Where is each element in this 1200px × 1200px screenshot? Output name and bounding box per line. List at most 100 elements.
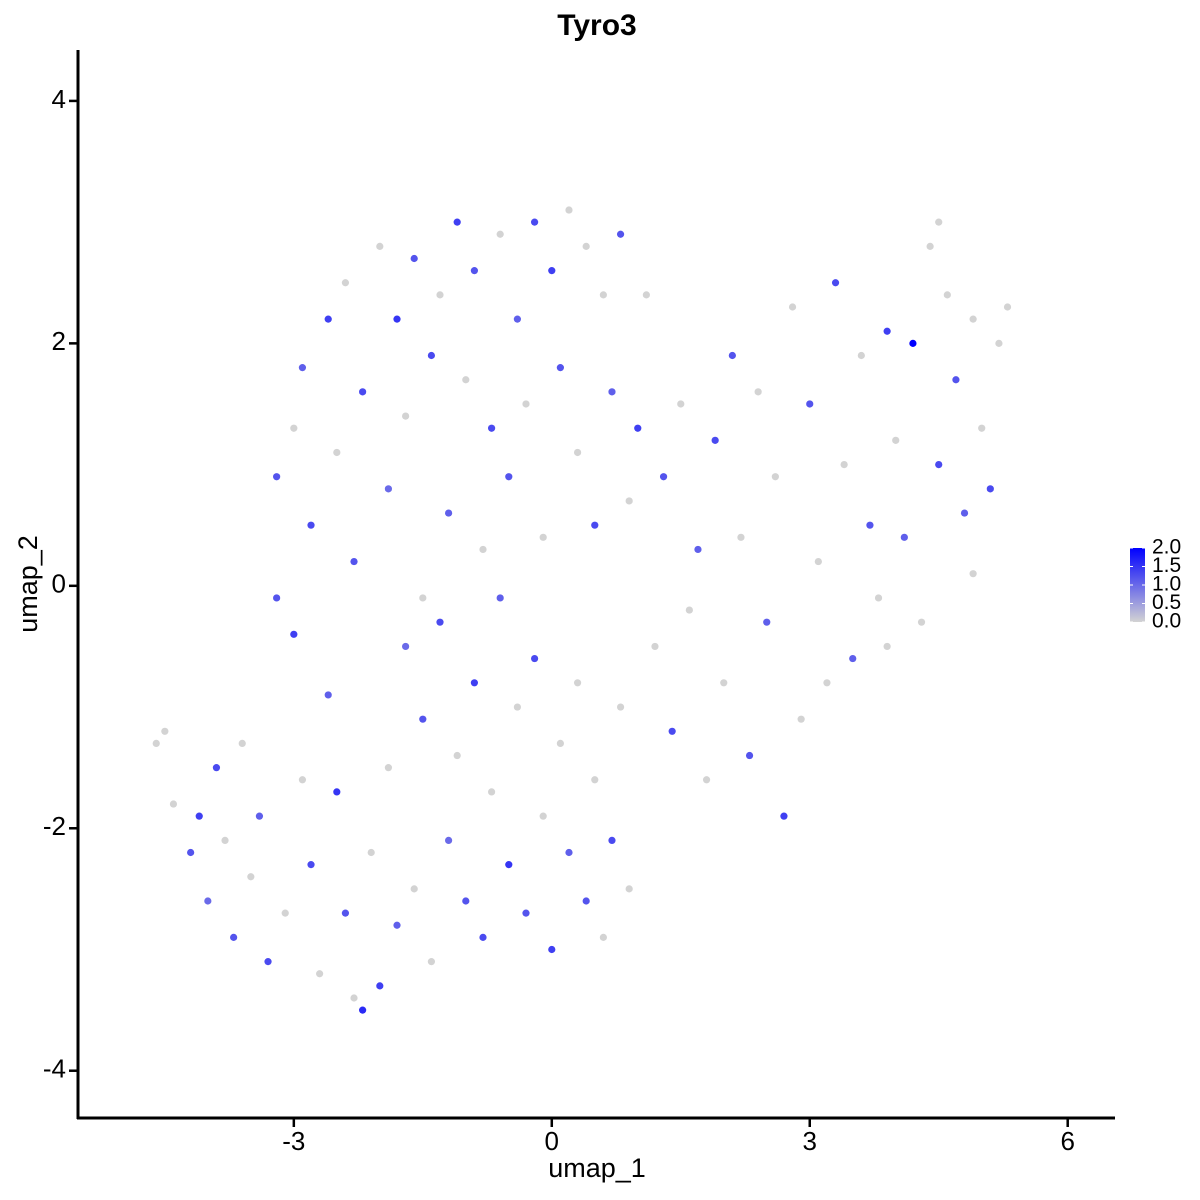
point [530, 654, 539, 663]
point [694, 545, 702, 554]
point [866, 521, 874, 529]
colorbar-label: 2.0 [1152, 536, 1181, 559]
y-tick-label: 4 [52, 84, 66, 114]
point [384, 485, 393, 493]
point [831, 279, 840, 287]
point [608, 388, 616, 396]
point [212, 764, 221, 772]
point [548, 267, 556, 275]
point [367, 848, 375, 857]
point [935, 460, 943, 469]
point [513, 315, 521, 323]
point [625, 885, 633, 893]
point [445, 509, 453, 517]
point [496, 230, 504, 238]
point [402, 642, 410, 651]
point [290, 630, 298, 638]
point [402, 412, 410, 420]
colorbar-label: 0.5 [1152, 591, 1181, 614]
point [264, 958, 272, 966]
point [926, 242, 934, 250]
point [685, 606, 693, 614]
point [479, 933, 487, 941]
point [539, 533, 547, 541]
x-axis-title: umap_1 [548, 1153, 646, 1183]
point [505, 473, 513, 481]
point [969, 315, 977, 323]
point [986, 485, 994, 493]
point [874, 594, 883, 602]
point [152, 739, 160, 748]
y-tick-label: -2 [43, 811, 66, 841]
point [917, 618, 926, 626]
point [445, 836, 453, 844]
point [616, 703, 625, 711]
point [376, 242, 384, 250]
point [316, 970, 324, 978]
point [290, 424, 298, 432]
point [359, 388, 367, 396]
point [453, 751, 461, 760]
point [238, 739, 246, 748]
point [522, 400, 530, 408]
point [591, 776, 599, 784]
point [582, 897, 590, 905]
point [393, 315, 401, 323]
point [436, 291, 444, 299]
point [230, 933, 238, 941]
point [1003, 303, 1012, 311]
point [702, 776, 711, 784]
point [427, 958, 436, 966]
point [978, 424, 986, 432]
point [565, 206, 573, 214]
point [161, 727, 169, 735]
y-axis-title: umap_2 [13, 535, 43, 633]
colorbar-label: 1.5 [1152, 554, 1181, 577]
point [935, 218, 943, 226]
point [393, 921, 401, 929]
point [419, 594, 427, 602]
point [591, 521, 599, 529]
point [496, 594, 504, 602]
point [909, 339, 917, 347]
point [599, 933, 607, 941]
point [814, 557, 822, 566]
point [857, 351, 865, 360]
point [556, 364, 564, 372]
point [281, 909, 289, 917]
x-tick-label: 0 [545, 1126, 559, 1156]
point [350, 994, 358, 1002]
point [539, 812, 547, 820]
point [806, 400, 814, 408]
y-tick-label: 2 [52, 326, 66, 356]
point [487, 424, 496, 432]
point [487, 788, 496, 796]
point [169, 800, 178, 808]
point [195, 812, 203, 820]
point [324, 315, 332, 323]
point [651, 642, 659, 651]
point [883, 327, 891, 335]
point [883, 642, 891, 651]
x-tick-label: 3 [803, 1126, 817, 1156]
points [152, 206, 1012, 1014]
point [410, 885, 418, 893]
point [522, 909, 530, 917]
point [341, 279, 350, 287]
point [556, 739, 564, 748]
point [668, 727, 676, 735]
point [247, 873, 255, 881]
point [427, 351, 436, 360]
point [470, 267, 478, 275]
point [943, 291, 951, 299]
x-tick-label: -3 [282, 1126, 305, 1156]
point [599, 291, 607, 299]
point [453, 218, 461, 226]
point [608, 836, 616, 844]
point [255, 812, 264, 820]
point [711, 436, 719, 444]
point [969, 570, 977, 578]
point [505, 861, 513, 869]
point [728, 351, 736, 360]
